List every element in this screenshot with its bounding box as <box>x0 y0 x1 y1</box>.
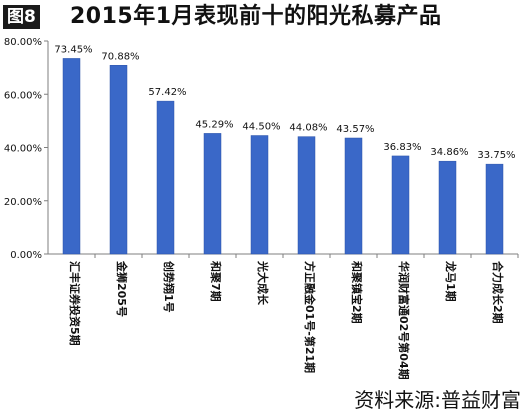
category-label-8: 华润财富通02号第04期 <box>397 261 411 380</box>
figure-label: 图8 <box>3 5 40 29</box>
data-label-7: 43.57% <box>336 124 374 135</box>
category-label-4: 和聚7期 <box>209 261 223 302</box>
category-label-2: 金狮205号 <box>115 260 129 317</box>
data-label-2: 70.88% <box>101 51 139 62</box>
category-label-3: 创势翔1号 <box>162 260 176 313</box>
bar-5 <box>250 135 269 255</box>
bar-9 <box>438 160 457 255</box>
chart-title: 2015年1月表现前十的阳光私募产品 <box>70 4 442 29</box>
category-label-9: 龙马1期 <box>444 260 458 302</box>
y-tick-label: 0.00% <box>10 250 42 261</box>
data-label-8: 36.83% <box>383 142 421 153</box>
y-tick-label: 80.00% <box>4 37 42 48</box>
bar-10 <box>485 163 504 255</box>
data-label-6: 44.08% <box>289 123 327 134</box>
bar-1 <box>62 58 81 255</box>
category-label-7: 和聚镇宝2期 <box>350 261 364 324</box>
category-label-6: 方正融金01号-第21期 <box>303 261 317 373</box>
category-label-1: 汇丰证券投资5期 <box>68 261 82 346</box>
bar-3 <box>156 100 175 255</box>
category-label-5: 光大成长 <box>256 260 270 306</box>
data-label-3: 57.42% <box>148 87 186 98</box>
bar-8 <box>391 155 410 255</box>
y-tick-label: 20.00% <box>4 197 42 208</box>
data-label-5: 44.50% <box>242 122 280 133</box>
bar-4 <box>203 133 222 255</box>
data-label-10: 33.75% <box>477 150 515 161</box>
y-tick-label: 60.00% <box>4 90 42 101</box>
data-label-4: 45.29% <box>195 119 233 130</box>
category-label-10: 合力成长2期 <box>491 261 505 324</box>
data-label-9: 34.86% <box>430 147 468 158</box>
bar-6 <box>297 136 316 255</box>
y-tick-label: 40.00% <box>4 144 42 155</box>
source-note: 资料来源:普益财富 <box>354 388 521 412</box>
data-label-1: 73.45% <box>54 44 92 55</box>
bar-7 <box>344 137 363 255</box>
bar-2 <box>109 65 128 255</box>
